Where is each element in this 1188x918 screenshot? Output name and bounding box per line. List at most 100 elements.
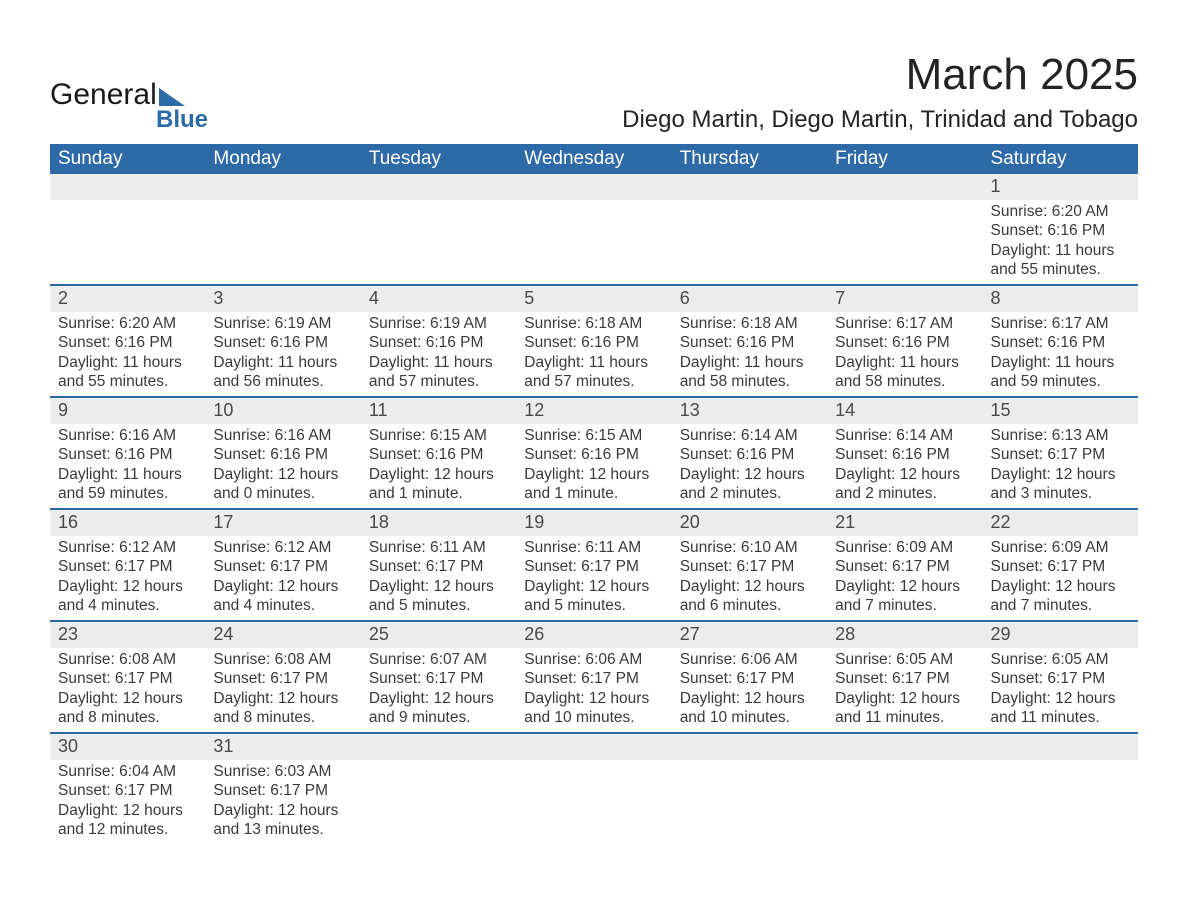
daylight-text-2: and 12 minutes. (58, 820, 197, 839)
daylight-text-2: and 58 minutes. (835, 372, 974, 391)
day-number-cell (827, 174, 982, 200)
daylight-text-1: Daylight: 12 hours (213, 577, 352, 596)
day-number-cell (50, 174, 205, 200)
day-detail-cell: Sunrise: 6:19 AMSunset: 6:16 PMDaylight:… (361, 312, 516, 397)
daylight-text-2: and 8 minutes. (213, 708, 352, 727)
day-number-row: 1 (50, 174, 1138, 200)
sunset-text: Sunset: 6:16 PM (58, 333, 197, 352)
sunrise-text: Sunrise: 6:16 AM (58, 426, 197, 445)
sunrise-text: Sunrise: 6:14 AM (835, 426, 974, 445)
sunrise-text: Sunrise: 6:04 AM (58, 762, 197, 781)
day-detail-cell: Sunrise: 6:15 AMSunset: 6:16 PMDaylight:… (361, 424, 516, 509)
daylight-text-2: and 57 minutes. (369, 372, 508, 391)
day-detail-cell: Sunrise: 6:14 AMSunset: 6:16 PMDaylight:… (672, 424, 827, 509)
daylight-text-2: and 58 minutes. (680, 372, 819, 391)
daylight-text-2: and 0 minutes. (213, 484, 352, 503)
day-detail-cell: Sunrise: 6:19 AMSunset: 6:16 PMDaylight:… (205, 312, 360, 397)
daylight-text-1: Daylight: 12 hours (58, 801, 197, 820)
day-number-cell: 15 (983, 397, 1138, 424)
day-detail-cell: Sunrise: 6:06 AMSunset: 6:17 PMDaylight:… (516, 648, 671, 733)
day-number-cell: 16 (50, 509, 205, 536)
daylight-text-2: and 5 minutes. (369, 596, 508, 615)
daylight-text-1: Daylight: 11 hours (524, 353, 663, 372)
weekday-header: Saturday (983, 144, 1138, 174)
sunrise-text: Sunrise: 6:20 AM (991, 202, 1130, 221)
sunset-text: Sunset: 6:17 PM (991, 557, 1130, 576)
daylight-text-1: Daylight: 11 hours (369, 353, 508, 372)
day-number-cell: 9 (50, 397, 205, 424)
day-detail-cell: Sunrise: 6:16 AMSunset: 6:16 PMDaylight:… (205, 424, 360, 509)
sunrise-text: Sunrise: 6:05 AM (991, 650, 1130, 669)
day-number-row: 23242526272829 (50, 621, 1138, 648)
sunrise-text: Sunrise: 6:09 AM (991, 538, 1130, 557)
sunset-text: Sunset: 6:16 PM (991, 221, 1130, 240)
sunset-text: Sunset: 6:17 PM (835, 557, 974, 576)
day-number-cell: 4 (361, 285, 516, 312)
day-number-cell: 25 (361, 621, 516, 648)
sunrise-text: Sunrise: 6:19 AM (213, 314, 352, 333)
day-number-cell: 27 (672, 621, 827, 648)
daylight-text-1: Daylight: 11 hours (213, 353, 352, 372)
day-detail-cell (205, 200, 360, 285)
daylight-text-2: and 57 minutes. (524, 372, 663, 391)
daylight-text-2: and 11 minutes. (991, 708, 1130, 727)
daylight-text-2: and 10 minutes. (524, 708, 663, 727)
day-detail-cell (827, 200, 982, 285)
day-detail-cell: Sunrise: 6:18 AMSunset: 6:16 PMDaylight:… (516, 312, 671, 397)
sunrise-text: Sunrise: 6:19 AM (369, 314, 508, 333)
daylight-text-1: Daylight: 12 hours (213, 801, 352, 820)
daylight-text-2: and 9 minutes. (369, 708, 508, 727)
sunrise-text: Sunrise: 6:03 AM (213, 762, 352, 781)
daylight-text-1: Daylight: 12 hours (680, 577, 819, 596)
logo-word1: General (50, 78, 157, 112)
sunset-text: Sunset: 6:17 PM (213, 557, 352, 576)
day-number-cell: 3 (205, 285, 360, 312)
day-detail-cell (361, 760, 516, 844)
day-detail-cell: Sunrise: 6:17 AMSunset: 6:16 PMDaylight:… (827, 312, 982, 397)
day-detail-cell: Sunrise: 6:11 AMSunset: 6:17 PMDaylight:… (361, 536, 516, 621)
sunset-text: Sunset: 6:17 PM (524, 669, 663, 688)
daylight-text-2: and 1 minute. (524, 484, 663, 503)
daylight-text-1: Daylight: 12 hours (991, 689, 1130, 708)
daylight-text-1: Daylight: 12 hours (524, 577, 663, 596)
daylight-text-2: and 13 minutes. (213, 820, 352, 839)
sunrise-text: Sunrise: 6:17 AM (835, 314, 974, 333)
day-number-cell: 31 (205, 733, 360, 760)
day-detail-cell: Sunrise: 6:12 AMSunset: 6:17 PMDaylight:… (50, 536, 205, 621)
sunset-text: Sunset: 6:16 PM (524, 333, 663, 352)
sunset-text: Sunset: 6:17 PM (213, 781, 352, 800)
logo: General Blue (50, 50, 208, 134)
day-detail-cell (361, 200, 516, 285)
day-detail-cell: Sunrise: 6:03 AMSunset: 6:17 PMDaylight:… (205, 760, 360, 844)
day-number-cell: 2 (50, 285, 205, 312)
daylight-text-2: and 59 minutes. (991, 372, 1130, 391)
weekday-header: Tuesday (361, 144, 516, 174)
daylight-text-1: Daylight: 12 hours (369, 465, 508, 484)
month-title: March 2025 (622, 50, 1138, 100)
sunrise-text: Sunrise: 6:15 AM (524, 426, 663, 445)
weekday-header-row: Sunday Monday Tuesday Wednesday Thursday… (50, 144, 1138, 174)
day-detail-cell: Sunrise: 6:20 AMSunset: 6:16 PMDaylight:… (983, 200, 1138, 285)
sunrise-text: Sunrise: 6:15 AM (369, 426, 508, 445)
day-number-cell: 22 (983, 509, 1138, 536)
sunset-text: Sunset: 6:16 PM (213, 333, 352, 352)
daylight-text-2: and 4 minutes. (58, 596, 197, 615)
calendar-page: General Blue March 2025 Diego Martin, Di… (0, 0, 1188, 918)
sunrise-text: Sunrise: 6:18 AM (524, 314, 663, 333)
day-detail-cell (50, 200, 205, 285)
calendar-body: 1Sunrise: 6:20 AMSunset: 6:16 PMDaylight… (50, 174, 1138, 844)
weekday-header: Sunday (50, 144, 205, 174)
daylight-text-2: and 59 minutes. (58, 484, 197, 503)
daylight-text-1: Daylight: 12 hours (680, 689, 819, 708)
sunset-text: Sunset: 6:17 PM (524, 557, 663, 576)
daylight-text-2: and 1 minute. (369, 484, 508, 503)
sunrise-text: Sunrise: 6:20 AM (58, 314, 197, 333)
sunrise-text: Sunrise: 6:18 AM (680, 314, 819, 333)
daylight-text-1: Daylight: 12 hours (58, 689, 197, 708)
day-number-cell: 11 (361, 397, 516, 424)
day-number-cell (516, 733, 671, 760)
day-detail-cell: Sunrise: 6:05 AMSunset: 6:17 PMDaylight:… (827, 648, 982, 733)
sunset-text: Sunset: 6:17 PM (369, 557, 508, 576)
sunset-text: Sunset: 6:17 PM (58, 557, 197, 576)
sunrise-text: Sunrise: 6:11 AM (369, 538, 508, 557)
